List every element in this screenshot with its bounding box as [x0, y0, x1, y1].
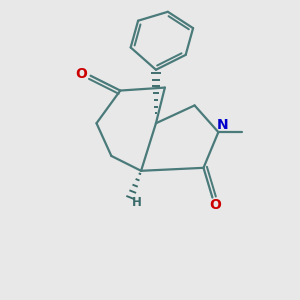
Text: H: H [132, 196, 142, 208]
Text: N: N [217, 118, 229, 132]
Text: O: O [76, 67, 88, 81]
Text: O: O [209, 198, 221, 212]
